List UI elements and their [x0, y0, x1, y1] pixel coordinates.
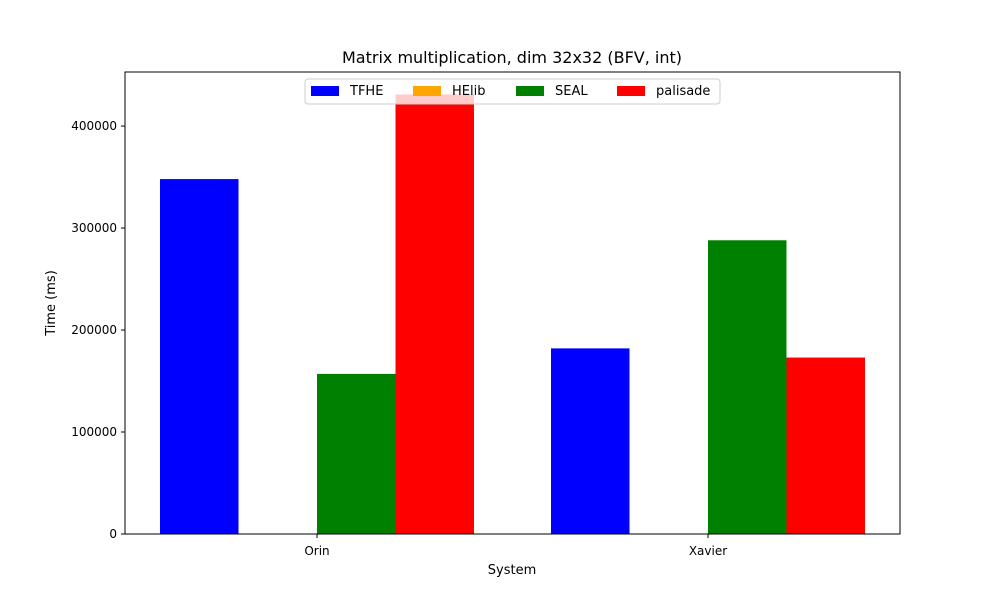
x-axis-label: System	[488, 563, 536, 578]
legend-swatch-palisade	[617, 86, 645, 96]
bar-seal-orin	[317, 373, 396, 534]
x-axis: Orin Xavier	[304, 534, 727, 558]
legend-label-seal: SEAL	[555, 84, 588, 99]
legend-swatch-helib	[413, 86, 441, 96]
legend-frame	[304, 78, 721, 105]
bar-palisade-xavier	[786, 357, 865, 534]
y-tick-label: 200000	[71, 323, 117, 337]
bar-seal-xavier	[708, 240, 787, 535]
x-tick-label-xavier: Xavier	[689, 544, 727, 558]
plot-frame	[124, 71, 901, 535]
y-tick-label: 0	[109, 527, 117, 541]
y-tick-label: 300000	[71, 221, 117, 235]
legend-label-palisade: palisade	[656, 84, 710, 99]
y-axis: 0 100000 200000 300000 400000	[71, 119, 125, 541]
y-tick-label: 100000	[71, 425, 117, 439]
legend-swatch-seal	[516, 86, 544, 96]
bar-tfhe-orin	[160, 179, 239, 534]
legend: TFHE HElib SEAL palisade	[304, 78, 721, 105]
y-tick-label: 400000	[71, 119, 117, 133]
chart-title: Matrix multiplication, dim 32x32 (BFV, i…	[342, 48, 682, 67]
bar-tfhe-xavier	[551, 348, 630, 534]
bars	[160, 94, 865, 535]
x-tick-label-orin: Orin	[304, 544, 329, 558]
legend-label-tfhe: TFHE	[349, 84, 383, 99]
legend-swatch-tfhe	[311, 86, 339, 96]
legend-label-helib: HElib	[452, 84, 485, 99]
bar-palisade-orin	[395, 94, 474, 535]
y-axis-label: Time (ms)	[44, 270, 59, 337]
